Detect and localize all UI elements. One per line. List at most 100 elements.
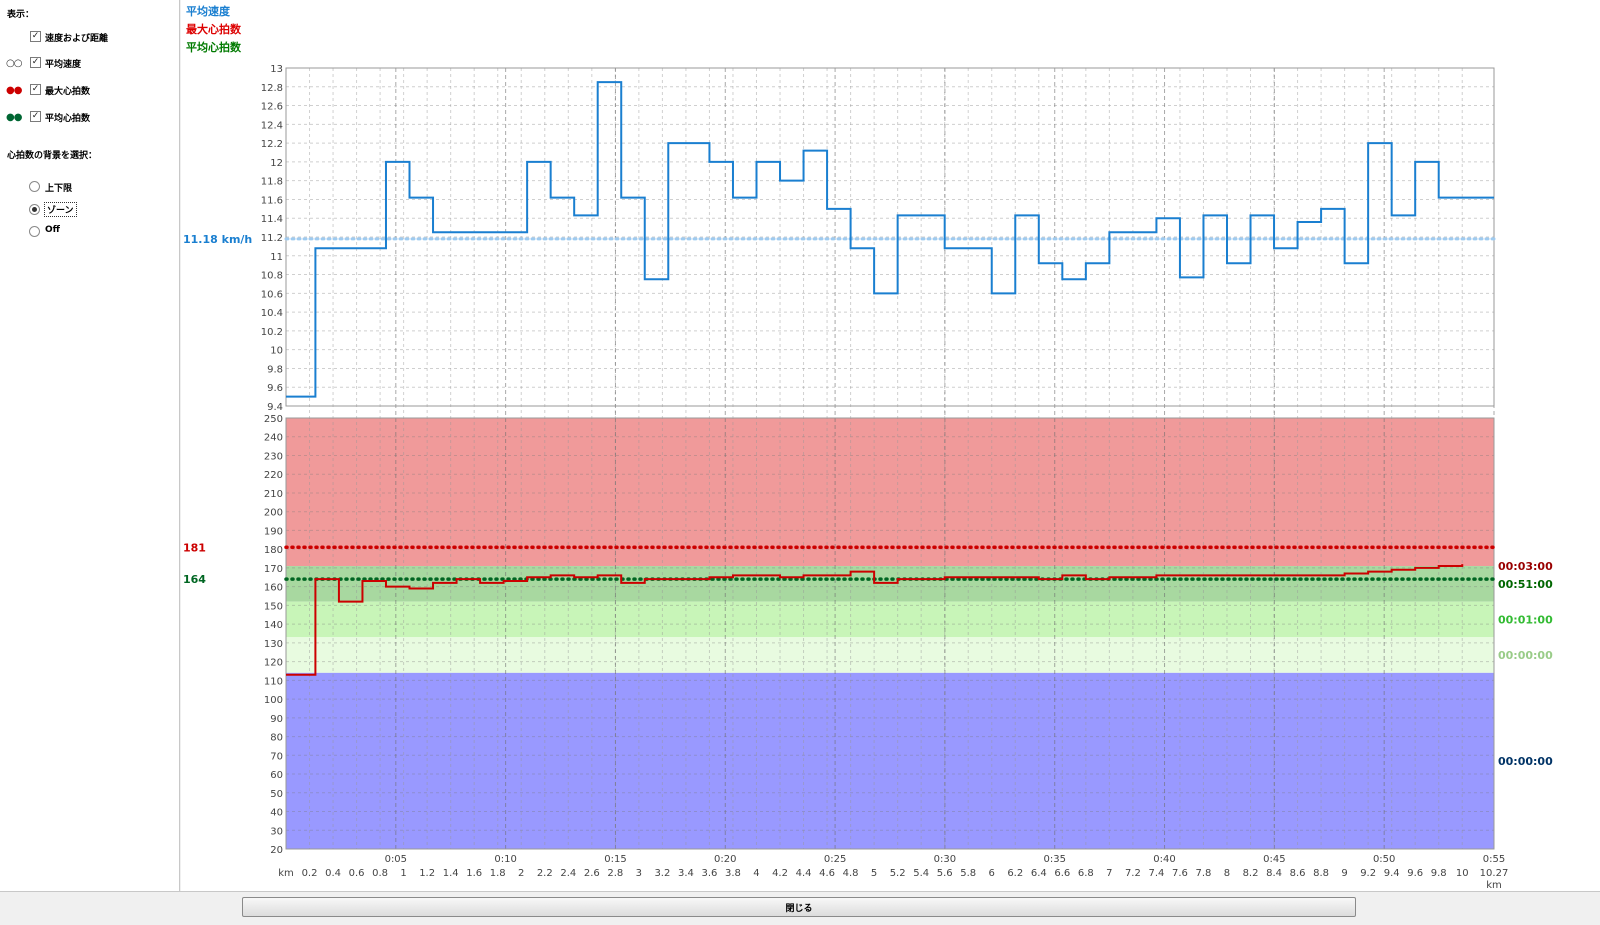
chart-panel: 平均速度 最大心拍数 平均心拍数 9.4 9.6 9.8 10 10.2 10.4 10.6…: [181, 0, 1600, 891]
speed-y-tick-label: 11.4: [261, 214, 283, 225]
off-radio[interactable]: [29, 226, 40, 237]
time-tick-label: 0:35: [1043, 854, 1065, 865]
options-sidebar: 表示： ✓ 速度および距離 ○○ ✓ 平均速度 ●● ✓ 最大心拍数 ●● ✓ …: [0, 0, 180, 891]
hr-y-tick-label: 110: [264, 676, 283, 687]
distance-tick-label: 7.6: [1172, 868, 1188, 879]
distance-tick-label: 7.4: [1148, 868, 1164, 879]
distance-tick-label: 4.4: [796, 868, 812, 879]
speed-y-tick-label: 10.2: [261, 327, 283, 338]
time-tick-label: 0:20: [714, 854, 736, 865]
speed-y-tick-label: 11.8: [261, 177, 283, 188]
limits-radio[interactable]: [29, 181, 40, 192]
x-axis-unit-label: km: [278, 868, 294, 879]
hr-y-tick-label: 200: [264, 508, 283, 519]
legend-avg-hr: 平均心拍数: [186, 41, 241, 54]
distance-tick-label: 8.8: [1313, 868, 1329, 879]
distance-tick-label: 0.8: [372, 868, 388, 879]
speed-y-tick-label: 10.4: [261, 308, 283, 319]
hr-plot-frame: [285, 417, 1495, 850]
hr-zone-band: [286, 418, 1494, 567]
limits-radio-label: 上下限: [45, 184, 73, 194]
distance-tick-label: 5: [871, 868, 877, 879]
distance-tick-label: 9.8: [1431, 868, 1447, 879]
distance-tick-label: 3.2: [654, 868, 670, 879]
hr-y-tick-label: 170: [264, 564, 283, 575]
distance-tick-label: 8: [1224, 868, 1230, 879]
distance-tick-label: 5.2: [890, 868, 906, 879]
distance-tick-label: 4.2: [772, 868, 788, 879]
hr-y-tick-label: 130: [264, 639, 283, 650]
max-hr-series-line: [286, 564, 1464, 676]
hr-y-tick-label: 210: [264, 489, 283, 500]
hr-y-tick-label: 240: [264, 433, 283, 444]
zone-time-label: 00:00:00: [1498, 755, 1553, 768]
speed-distance-label: 速度および距離: [45, 34, 109, 44]
distance-tick-label: 0.4: [325, 868, 341, 879]
speed-heart-rate-chart: 9.49.69.81010.210.410.610.81111.211.411.…: [183, 64, 1553, 891]
max-hr-label: 最大心拍数: [45, 87, 91, 97]
speed-y-tick-label: 10.8: [261, 271, 283, 282]
max-hr-checkbox[interactable]: ✓: [30, 84, 41, 95]
speed-y-tick-label: 12.8: [261, 83, 283, 94]
off-radio-label: Off: [45, 225, 60, 235]
footer-bar: 閉じる: [0, 891, 1600, 925]
speed-y-tick-label: 11: [270, 252, 283, 263]
hr-background-label: 心拍数の背景を選択：: [7, 151, 98, 161]
distance-tick-label: 1.8: [490, 868, 506, 879]
avg-speed-label: 平均速度: [45, 60, 82, 70]
distance-tick-label: 6.2: [1007, 868, 1023, 879]
distance-tick-label: 6.8: [1078, 868, 1094, 879]
speed-y-tick-label: 9.6: [267, 383, 283, 394]
max-hr-marker-icon: ●●: [6, 85, 22, 96]
speed-y-tick-label: 13: [270, 64, 283, 75]
zones-radio[interactable]: [29, 204, 40, 215]
hr-y-tick-label: 90: [270, 714, 283, 725]
hr-y-tick-label: 70: [270, 751, 283, 762]
hr-y-tick-label: 60: [270, 770, 283, 781]
distance-tick-label: 2.2: [537, 868, 553, 879]
zone-time-label: 00:03:00: [1498, 560, 1553, 573]
distance-tick-label: 6.6: [1054, 868, 1070, 879]
legend-avg-speed: 平均速度: [186, 5, 230, 18]
avg-speed-checkbox[interactable]: ✓: [30, 57, 41, 68]
distance-tick-label: 0.6: [349, 868, 365, 879]
avg-hr-marker-icon: ●●: [6, 112, 22, 123]
distance-tick-label: 4.6: [819, 868, 835, 879]
speed-y-tick-label: 9.4: [267, 402, 283, 413]
time-tick-label: 0:40: [1153, 854, 1175, 865]
speed-distance-checkbox[interactable]: ✓: [30, 31, 41, 42]
distance-tick-label: 8.4: [1266, 868, 1282, 879]
close-button[interactable]: 閉じる: [242, 897, 1356, 917]
hr-y-tick-label: 150: [264, 601, 283, 612]
speed-y-tick-label: 10: [270, 346, 283, 357]
display-label: 表示：: [7, 10, 35, 20]
distance-tick-label: 9: [1341, 868, 1347, 879]
zones-radio-label: ゾーン: [44, 202, 77, 217]
hr-zone-band: [286, 672, 1494, 849]
speed-y-tick-label: 12.6: [261, 102, 283, 113]
avg-hr-checkbox[interactable]: ✓: [30, 111, 41, 122]
hr-zone-band: [286, 637, 1494, 673]
distance-tick-label: 2.6: [584, 868, 600, 879]
hr-y-tick-label: 30: [270, 826, 283, 837]
avg-speed-value-label: 11.18 km/h: [183, 233, 252, 246]
time-tick-label: 0:10: [494, 854, 516, 865]
distance-tick-label: 3.4: [678, 868, 694, 879]
distance-tick-label: 9.2: [1360, 868, 1376, 879]
distance-tick-label: 5.8: [960, 868, 976, 879]
distance-end-unit-label: km: [1486, 880, 1502, 891]
hr-y-tick-label: 140: [264, 620, 283, 631]
distance-tick-label: 2.8: [607, 868, 623, 879]
time-tick-label: 0:55: [1483, 854, 1505, 865]
time-tick-label: 0:30: [934, 854, 956, 865]
speed-y-tick-label: 9.8: [267, 364, 283, 375]
distance-tick-label: 1.4: [443, 868, 459, 879]
hr-y-tick-label: 190: [264, 526, 283, 537]
distance-tick-label: 4: [753, 868, 759, 879]
distance-tick-label: 6: [989, 868, 995, 879]
distance-tick-label: 3: [636, 868, 642, 879]
distance-tick-label: 3.8: [725, 868, 741, 879]
max-hr-value-label: 181: [183, 541, 206, 554]
hr-y-tick-label: 80: [270, 733, 283, 744]
hr-y-tick-label: 230: [264, 451, 283, 462]
